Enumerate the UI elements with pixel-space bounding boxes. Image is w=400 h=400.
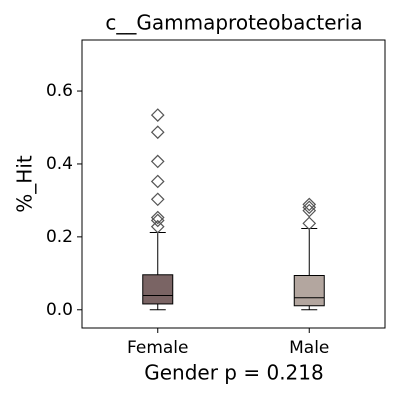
outlier [150, 174, 165, 189]
y-axis-label: %_Hit [13, 155, 37, 213]
box [293, 275, 325, 307]
outlier [150, 108, 165, 122]
outlier [150, 192, 165, 207]
outlier [150, 213, 165, 228]
box [142, 274, 174, 305]
x-tick-label: Female [127, 338, 188, 358]
outlier [302, 200, 317, 215]
outlier [150, 125, 165, 140]
outlier [150, 210, 165, 225]
outlier [302, 216, 317, 231]
y-tick-label: 0.4 [46, 154, 73, 174]
y-tick-label: 0.0 [46, 300, 73, 320]
plot-frame [81, 39, 386, 329]
x-tick-label: Male [289, 338, 329, 358]
chart-title: c__Gammaproteobacteria [105, 11, 362, 35]
outlier [150, 154, 165, 169]
outlier [302, 197, 317, 212]
x-axis-label: Gender p = 0.218 [144, 361, 323, 385]
y-tick-label: 0.6 [46, 81, 73, 101]
y-tick-label: 0.2 [46, 227, 73, 247]
outlier [150, 219, 165, 234]
